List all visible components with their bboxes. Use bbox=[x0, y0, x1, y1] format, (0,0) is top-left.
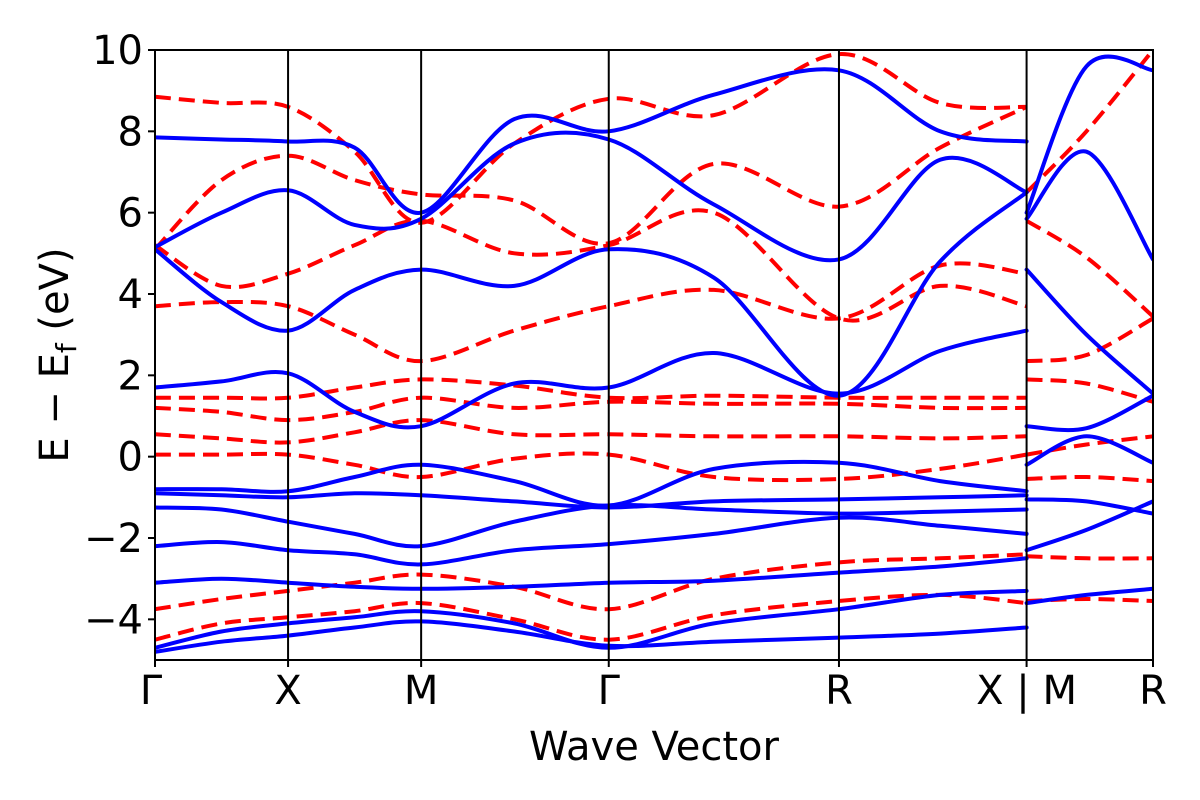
y-tick-label: 4 bbox=[118, 272, 143, 318]
y-tick-label: 6 bbox=[118, 191, 143, 237]
y-axis-title-unit: (eV) bbox=[32, 247, 78, 343]
blue-solid-band-16 bbox=[1024, 267, 1153, 396]
red-dashed-band-17 bbox=[1025, 50, 1153, 194]
plot-background bbox=[155, 50, 1153, 660]
x-axis-ticks: Γ X M Γ R X | M R bbox=[140, 660, 1167, 714]
blue-solid-band-4 bbox=[155, 502, 1029, 549]
blue-solid-band-3 bbox=[155, 515, 1029, 567]
y-tick-label: 0 bbox=[118, 435, 143, 481]
red-dashed-band-3 bbox=[155, 418, 1027, 445]
y-tick-label: 8 bbox=[118, 109, 143, 155]
blue-solid-band-17 bbox=[1024, 149, 1153, 262]
blue-solid-band-11 bbox=[1024, 586, 1153, 606]
x-tick-label: Γ bbox=[140, 668, 163, 714]
x-tick-label: X | M bbox=[976, 668, 1077, 714]
red-dashed-band-4 bbox=[155, 395, 1027, 423]
y-tick-label: −2 bbox=[84, 516, 143, 562]
red-dashed-band-13 bbox=[1026, 434, 1153, 457]
red-dashed-band-7 bbox=[155, 208, 1028, 323]
blue-solid-band-5 bbox=[155, 491, 1029, 510]
red-dashed-band-6 bbox=[155, 261, 1027, 364]
blue-solid-band-7 bbox=[155, 328, 1029, 430]
blue-solid-band-6 bbox=[155, 459, 1029, 508]
red-dashed-band-12 bbox=[1026, 474, 1153, 484]
y-axis-title-base: E − E bbox=[32, 353, 78, 463]
y-axis-title: E − Ef (eV) bbox=[32, 247, 83, 462]
plot-frame bbox=[154, 49, 1154, 661]
kpoint-lines bbox=[287, 50, 1028, 660]
red-dashed-band-5 bbox=[155, 377, 1027, 401]
y-axis-ticks: 10 8 6 4 2 0 −2 −4 bbox=[84, 28, 155, 643]
x-axis-title: Wave Vector bbox=[529, 724, 780, 770]
blue-solid-band-13 bbox=[1024, 497, 1153, 516]
blue-solid-band-18 bbox=[1024, 54, 1153, 215]
blue-solid-band-12 bbox=[1024, 499, 1153, 553]
y-axis-title-subscript: f bbox=[50, 342, 83, 353]
x-tick-label: Γ bbox=[598, 668, 621, 714]
blue-solid-band-8 bbox=[155, 190, 1029, 398]
x-tick-label: R bbox=[1139, 668, 1167, 714]
red-dashed-band-14 bbox=[1026, 377, 1153, 404]
red-dashed-band-11 bbox=[1026, 554, 1153, 561]
red-dashed-band-2 bbox=[155, 451, 1027, 483]
x-tick-label: X bbox=[274, 668, 301, 714]
red-dashed-band-1 bbox=[155, 552, 1027, 612]
blue-solid-band-1 bbox=[155, 588, 1029, 650]
blue-solid-band-15 bbox=[1024, 393, 1153, 433]
blue-solid-band-14 bbox=[1024, 434, 1153, 467]
blue-solid-band-0 bbox=[155, 619, 1029, 654]
red-dashed-band-0 bbox=[155, 592, 1027, 642]
y-tick-label: 2 bbox=[118, 353, 143, 399]
y-tick-label: 10 bbox=[92, 28, 143, 74]
x-tick-label: R bbox=[825, 668, 853, 714]
y-tick-label: −4 bbox=[84, 597, 143, 643]
blue-solid-band-2 bbox=[155, 556, 1029, 591]
red-dashed-band-15 bbox=[1026, 316, 1153, 364]
x-tick-label: M bbox=[404, 668, 439, 714]
